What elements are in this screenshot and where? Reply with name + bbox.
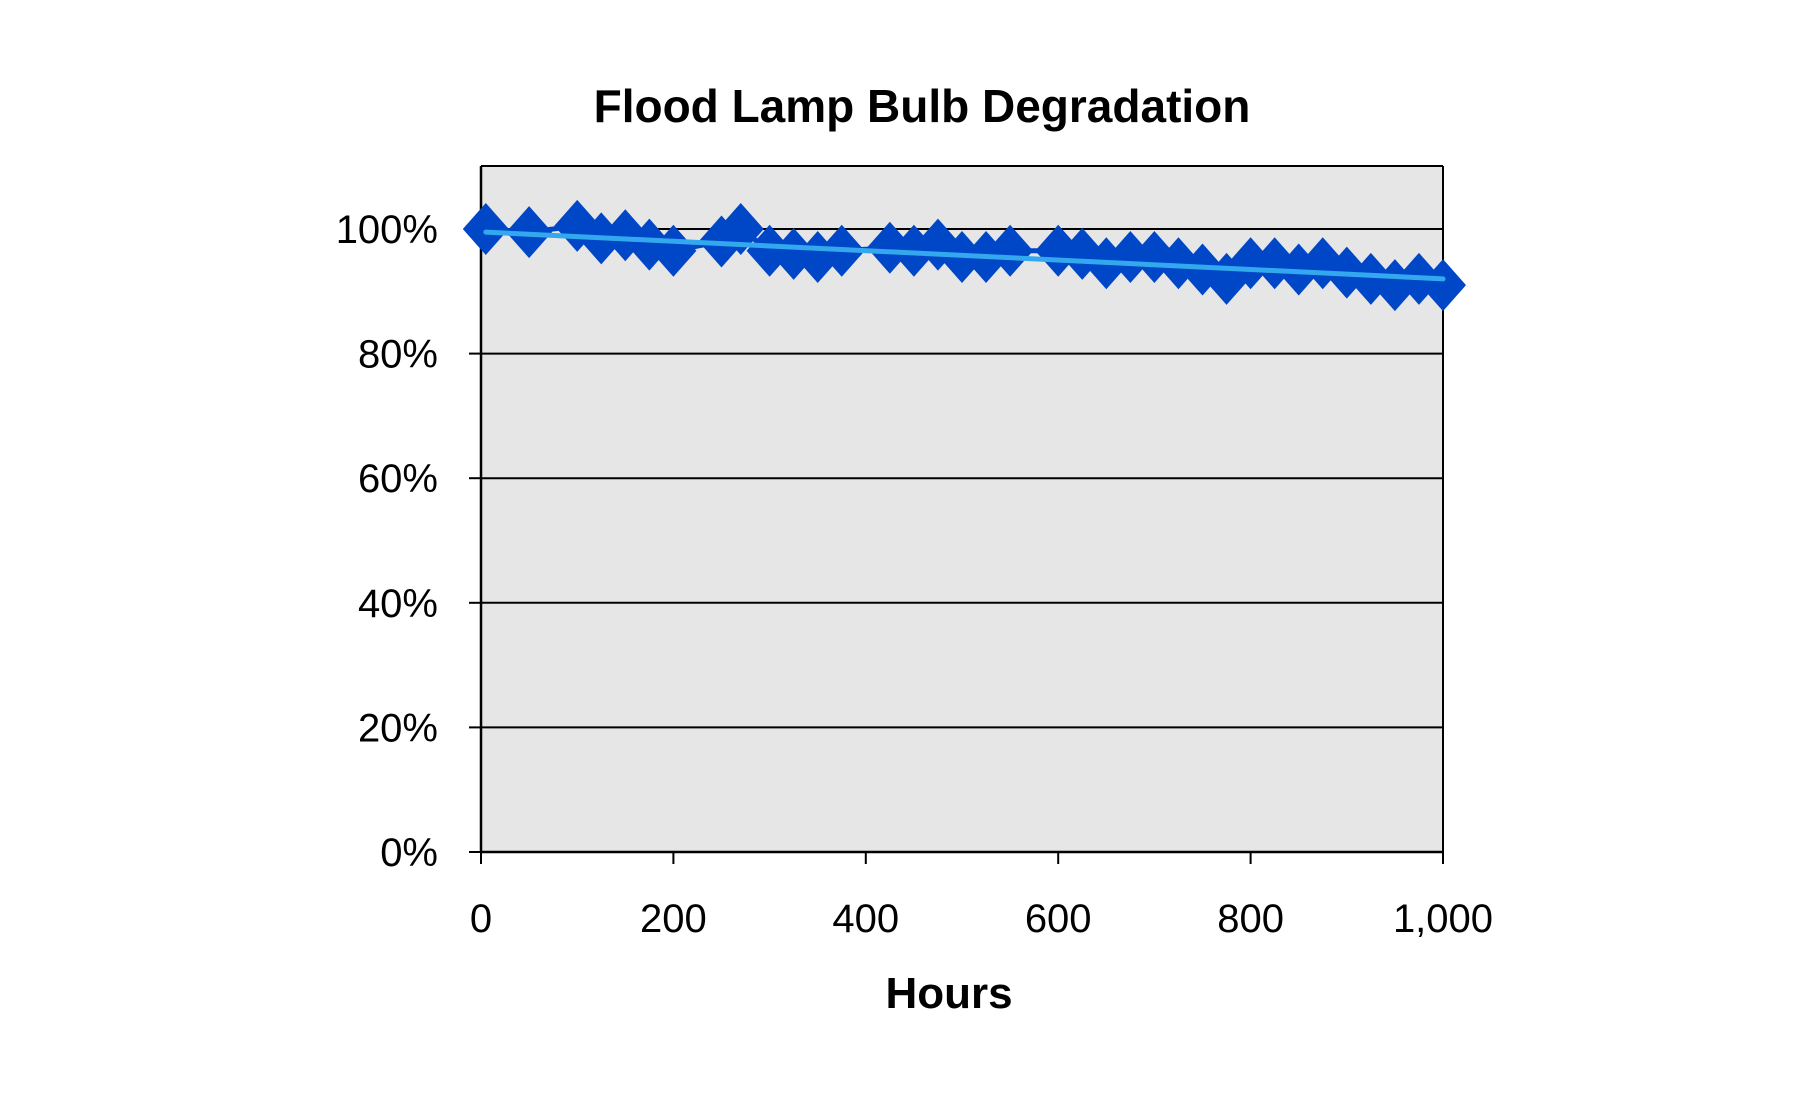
- data-series: [462, 199, 1466, 312]
- x-tick-label: 1,000: [1393, 897, 1493, 941]
- data-point-diamond: [987, 224, 1034, 277]
- y-tick-label: 80%: [358, 333, 438, 377]
- y-tick-label: 0%: [380, 831, 438, 875]
- y-tick-label: 60%: [358, 457, 438, 501]
- data-point-diamond: [462, 203, 509, 255]
- y-tick-label: 40%: [358, 582, 438, 626]
- data-point-diamond: [1059, 227, 1106, 280]
- data-point-diamond: [770, 227, 817, 280]
- data-point-diamond: [626, 218, 673, 271]
- data-point-diamond: [1227, 237, 1274, 290]
- x-tick-label: 400: [832, 897, 899, 941]
- data-point-diamond: [1420, 259, 1466, 312]
- data-point-diamond: [650, 224, 697, 277]
- x-axis-ticks: 0 200 400 600 800 1,000: [470, 852, 1493, 941]
- chart-title: Flood Lamp Bulb Degradation: [594, 80, 1251, 132]
- gridlines: [481, 228, 1443, 729]
- x-tick-label: 0: [470, 897, 492, 941]
- trendline: [483, 229, 1446, 282]
- data-point-diamond: [1107, 231, 1154, 284]
- data-point-diamond: [914, 218, 961, 271]
- trendline-group: [483, 229, 1446, 282]
- y-tick-label: 20%: [358, 706, 438, 750]
- x-tick-label: 200: [640, 897, 707, 941]
- y-axis-ticks: 0% 20% 40% 60% 80% 100%: [336, 208, 481, 875]
- x-tick-label: 800: [1217, 897, 1284, 941]
- x-axis-title: Hours: [885, 969, 1012, 1018]
- data-point-diamond: [602, 209, 649, 262]
- y-tick-label: 100%: [336, 208, 438, 252]
- x-tick-label: 600: [1025, 897, 1092, 941]
